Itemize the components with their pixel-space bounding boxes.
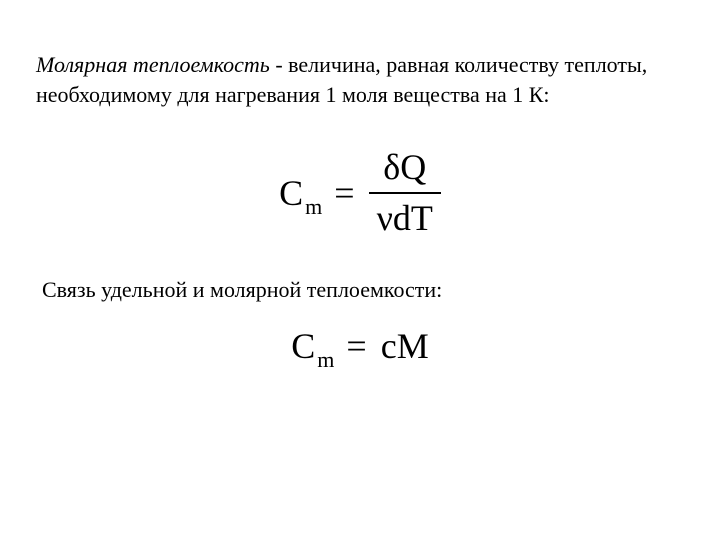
formula-1-denominator: νdT bbox=[369, 196, 441, 241]
relation-text: Связь удельной и молярной теплоемкости: bbox=[42, 275, 684, 305]
formula-2-lhs-main: C bbox=[291, 327, 315, 367]
formula-2-eq: = bbox=[346, 327, 366, 367]
definition-paragraph: Молярная теплоемкость - величина, равная… bbox=[36, 50, 684, 109]
formula-1-lhs-main: C bbox=[279, 174, 303, 214]
formula-1-lhs-sub: m bbox=[305, 195, 322, 219]
formula-2-lhs: C m bbox=[291, 327, 334, 367]
formula-1: C m = δQ νdT bbox=[36, 145, 684, 241]
formula-2: C m = cM bbox=[36, 327, 684, 367]
formula-2-rhs: cM bbox=[381, 327, 429, 367]
page: Молярная теплоемкость - величина, равная… bbox=[0, 0, 720, 367]
formula-1-lhs: C m bbox=[279, 174, 322, 214]
formula-1-eq: = bbox=[334, 174, 354, 214]
formula-2-lhs-sub: m bbox=[317, 348, 334, 372]
formula-1-fraction: δQ νdT bbox=[369, 145, 441, 241]
formula-1-numerator: δQ bbox=[375, 145, 434, 190]
formula-1-bar bbox=[369, 192, 441, 194]
term: Молярная теплоемкость bbox=[36, 52, 270, 77]
